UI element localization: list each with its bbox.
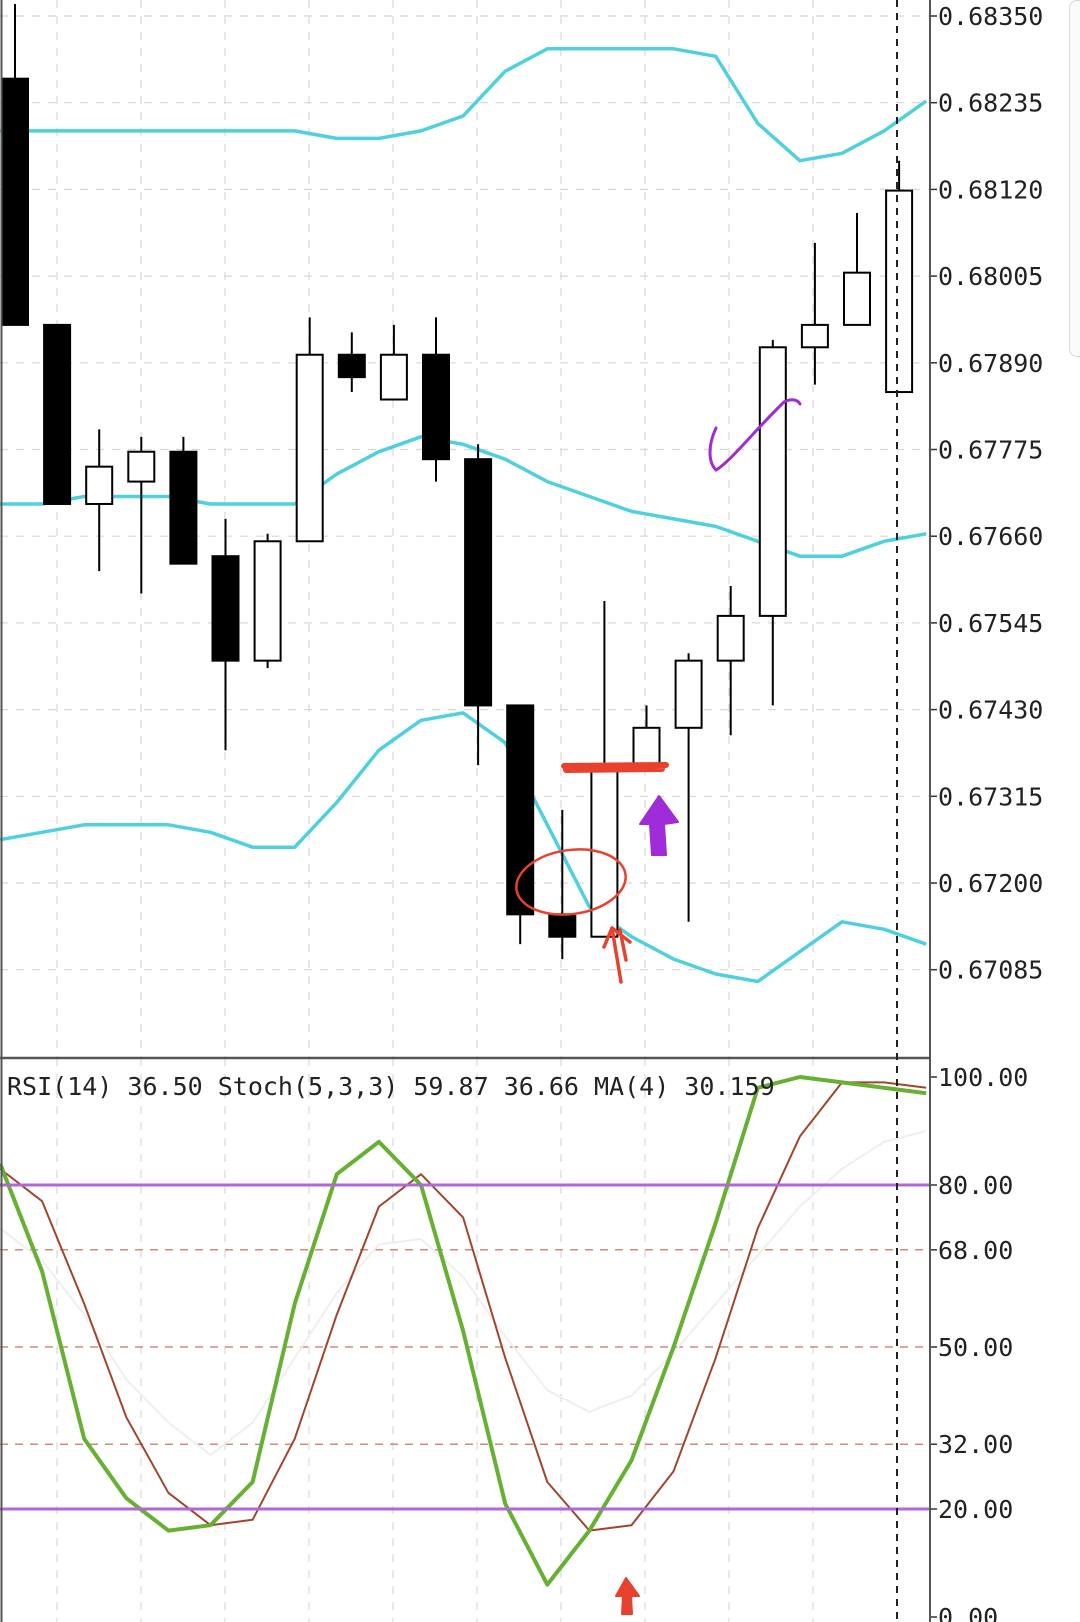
price-axis-label: 0.67890 (938, 349, 1043, 378)
indicator-axis-label: 50.00 (938, 1333, 1013, 1362)
indicator-axis-label: 32.00 (938, 1430, 1013, 1459)
indicator-axis-label: 68.00 (938, 1236, 1013, 1265)
candle-body-bullish (295, 353, 324, 543)
candle-body-bullish (758, 346, 787, 617)
bollinger-lower-band (0, 711, 927, 984)
hand-drawn-annotations (515, 398, 802, 1615)
price-axis-label: 0.67660 (938, 522, 1043, 551)
price-axis-label: 0.67430 (938, 696, 1043, 725)
candle-body-bullish (127, 450, 156, 483)
candle-body-bearish (548, 913, 577, 938)
candle-body-bullish (843, 271, 871, 326)
candle (674, 653, 703, 922)
candle-body-bullish (885, 189, 914, 394)
candle (85, 429, 114, 572)
candle (295, 317, 324, 543)
red-level-marker (561, 762, 669, 773)
candle (379, 324, 408, 401)
candle (422, 317, 450, 482)
candle (169, 436, 198, 565)
price-axis-label: 0.67775 (938, 436, 1043, 465)
candle-body-bullish (716, 614, 745, 662)
candle (464, 444, 493, 766)
price-axis-label: 0.67545 (938, 609, 1043, 638)
candle-body-bearish (422, 353, 450, 461)
candle-body-bearish (43, 323, 72, 505)
candle (758, 339, 787, 706)
circle-annotation-icon (515, 848, 627, 916)
candle-body-bearish (211, 555, 240, 662)
up-arrow-purple-icon (639, 795, 679, 856)
stochastic-signal-line (0, 1081, 927, 1532)
up-arrow-red-icon (602, 926, 632, 984)
candle (127, 436, 156, 594)
bollinger-upper-band (0, 47, 928, 163)
price-axis-label: 0.67085 (938, 956, 1043, 985)
up-arrow-red-icon (615, 1577, 640, 1615)
indicator-grid: 100.00 80.00 68.00 50.00 32.00 20.00 0.00 (0, 1058, 1028, 1622)
candle (211, 518, 240, 751)
indicator-axis-label: 20.00 (938, 1495, 1013, 1524)
candle (253, 533, 282, 669)
price-axis-label: 0.68005 (938, 262, 1043, 291)
stochastic-main-line (0, 1075, 927, 1587)
candle-body-bearish (464, 458, 493, 707)
price-axis-label: 0.67200 (938, 869, 1043, 898)
price-axis-label: 0.68120 (938, 175, 1043, 204)
side-panel-tab[interactable] (1069, 0, 1080, 357)
candle (43, 323, 72, 505)
indicator-panel: RSI(14) 36.50 Stoch(5,3,3) 59.87 36.66 M… (0, 1072, 930, 1587)
candle-body-bullish (632, 726, 661, 767)
candle-body-bullish (379, 353, 408, 401)
candle-body-bullish (85, 465, 114, 505)
candle (843, 212, 871, 326)
candle-body-bullish (253, 540, 282, 662)
candle-body-bearish (337, 353, 366, 379)
price-axis-label: 0.68350 (938, 2, 1043, 31)
indicator-axis-label: 80.00 (938, 1171, 1013, 1200)
indicator-title: RSI(14) 36.50 Stoch(5,3,3) 59.87 36.66 M… (7, 1072, 775, 1101)
candle (1, 4, 29, 326)
candle (716, 586, 745, 736)
price-axis-label: 0.68235 (938, 89, 1043, 118)
candle (506, 704, 535, 945)
price-axis-label: 0.67315 (938, 782, 1043, 811)
candle-body-bearish (169, 450, 198, 565)
candle-body-bullish (800, 323, 829, 349)
check-mark-icon (708, 398, 802, 472)
candle (800, 242, 829, 385)
price-grid: 0.68350 0.68235 0.68120 0.68005 0.67890 0.677… (0, 0, 1043, 1058)
candle-body-bearish (506, 704, 535, 916)
candle-body-bearish (1, 77, 29, 326)
indicator-axis-label: 100.00 (938, 1063, 1028, 1092)
candle-body-bullish (674, 659, 703, 729)
candle (337, 332, 366, 393)
indicator-axis-label: 0.00 (938, 1603, 998, 1622)
candle (885, 160, 914, 394)
rsi-line (0, 1130, 927, 1456)
panel-frame (0, 0, 931, 1622)
